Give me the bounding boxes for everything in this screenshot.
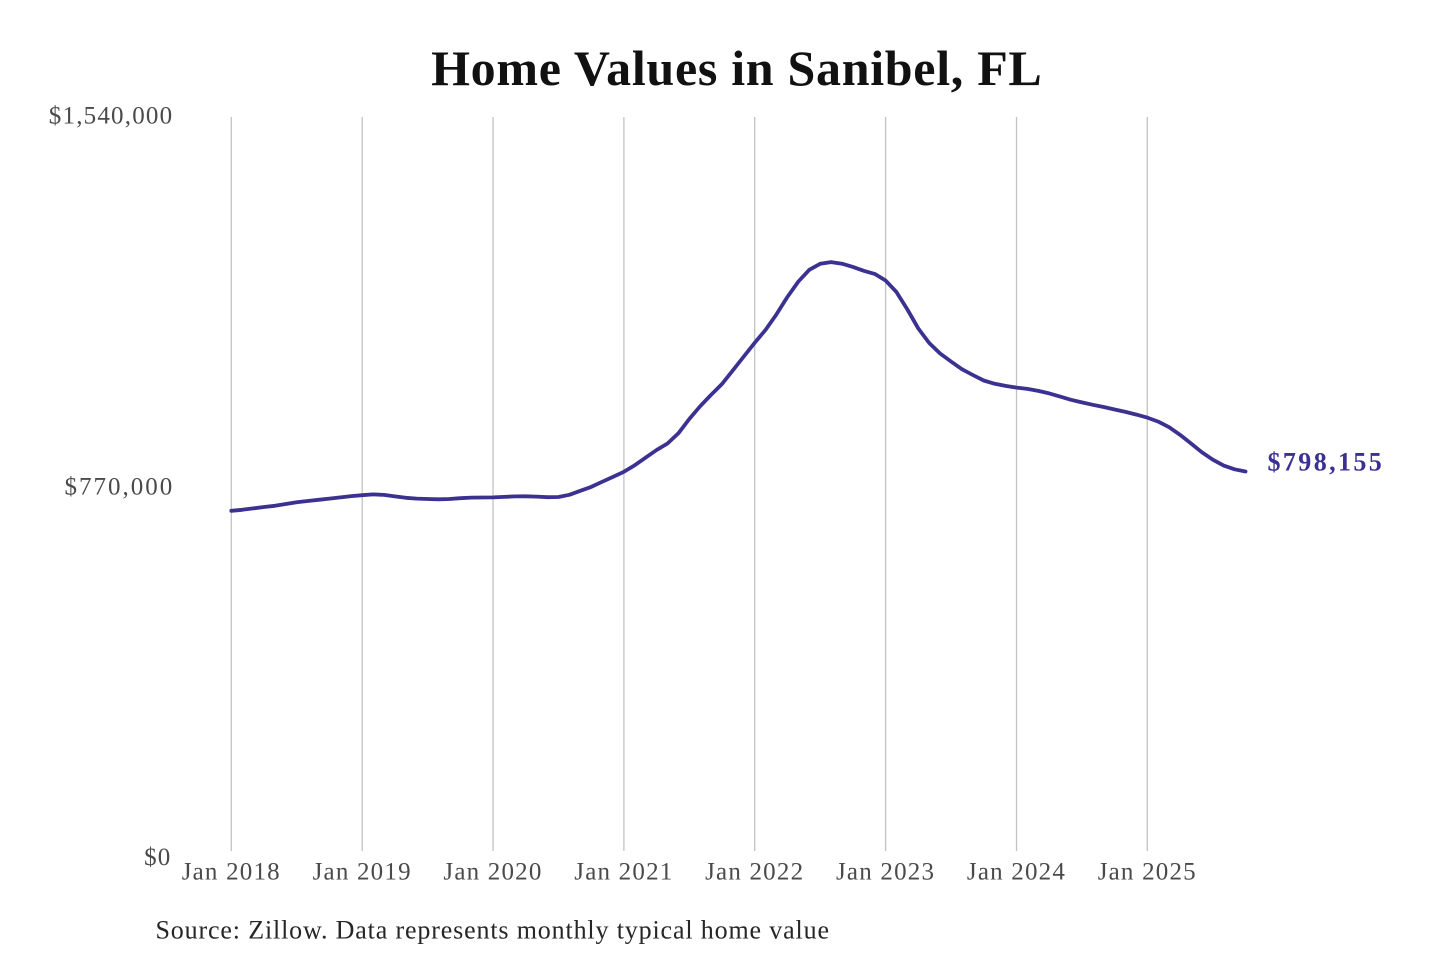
svg-text:Jan 2024: Jan 2024: [967, 859, 1066, 886]
svg-text:Source: Zillow. Data represent: Source: Zillow. Data represents monthly …: [156, 916, 830, 945]
svg-text:Jan 2019: Jan 2019: [313, 859, 412, 886]
svg-text:Jan 2018: Jan 2018: [182, 859, 281, 886]
svg-text:Jan 2025: Jan 2025: [1098, 859, 1197, 886]
svg-text:$0: $0: [144, 844, 171, 871]
svg-text:Home Values in Sanibel, FL: Home Values in Sanibel, FL: [431, 40, 1042, 96]
svg-text:Jan 2020: Jan 2020: [443, 859, 542, 886]
svg-text:Jan 2023: Jan 2023: [836, 859, 935, 886]
svg-text:$1,540,000: $1,540,000: [49, 102, 174, 129]
svg-text:Jan 2021: Jan 2021: [574, 859, 673, 886]
svg-text:$798,155: $798,155: [1268, 448, 1385, 477]
svg-text:Jan 2022: Jan 2022: [705, 859, 804, 886]
svg-text:$770,000: $770,000: [64, 473, 174, 500]
